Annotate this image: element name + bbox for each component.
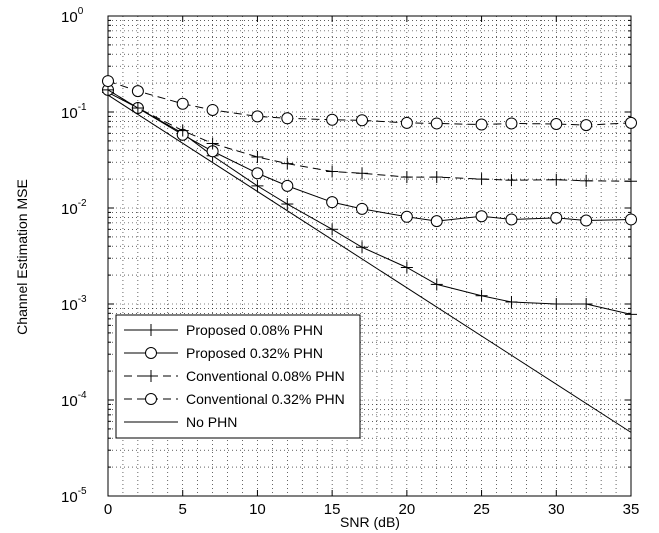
plus-marker xyxy=(625,308,637,320)
plus-marker xyxy=(505,174,517,186)
legend-label: Proposed 0.08% PHN xyxy=(186,322,323,338)
legend-label: No PHN xyxy=(186,414,237,430)
circle-marker xyxy=(207,104,218,115)
legend: Proposed 0.08% PHN Proposed 0.32% PHN Conv… xyxy=(116,315,360,438)
y-tick-label: 10-2 xyxy=(61,198,87,218)
circle-marker xyxy=(357,115,368,126)
plus-marker xyxy=(326,165,338,177)
plus-marker xyxy=(401,171,413,183)
plus-marker xyxy=(476,173,488,185)
x-tick-label: 30 xyxy=(548,501,565,518)
circle-marker xyxy=(146,348,157,359)
plus-marker xyxy=(550,174,562,186)
circle-marker xyxy=(581,120,592,131)
x-tick-label: 35 xyxy=(623,501,640,518)
plus-marker xyxy=(580,175,592,187)
circle-marker xyxy=(132,86,143,97)
x-tick-label: 25 xyxy=(473,501,490,518)
plus-marker xyxy=(580,298,592,310)
series-4 xyxy=(103,76,637,131)
plus-marker xyxy=(251,151,263,163)
plus-marker xyxy=(625,175,637,187)
circle-marker xyxy=(327,114,338,125)
circle-marker xyxy=(476,211,487,222)
legend-label: Proposed 0.32% PHN xyxy=(186,345,323,361)
plus-marker xyxy=(356,167,368,179)
circle-marker xyxy=(282,113,293,124)
circle-marker xyxy=(626,117,637,128)
circle-marker xyxy=(401,117,412,128)
x-tick-label: 10 xyxy=(249,501,266,518)
x-tick-label: 5 xyxy=(179,501,187,518)
circle-marker xyxy=(626,214,637,225)
plus-marker xyxy=(431,171,443,183)
plus-marker xyxy=(401,261,413,273)
x-tick-label: 0 xyxy=(104,501,112,518)
legend-label: Conventional 0.32% PHN xyxy=(186,391,345,407)
circle-marker xyxy=(581,215,592,226)
x-axis-label: SNR (dB) xyxy=(340,514,400,530)
circle-marker xyxy=(146,394,157,405)
circle-marker xyxy=(103,76,114,87)
circle-marker xyxy=(357,203,368,214)
plus-marker xyxy=(356,241,368,253)
circle-marker xyxy=(551,212,562,223)
y-axis-label: Channel Estimation MSE xyxy=(14,179,30,335)
circle-marker xyxy=(506,214,517,225)
axis-ticks: 0 5 10 15 20 25 30 35 10-5 10-4 10-3 10-2 10-1 100 xyxy=(61,6,639,518)
circle-marker xyxy=(327,197,338,208)
circle-marker xyxy=(506,118,517,129)
plus-marker xyxy=(251,180,263,192)
circle-marker xyxy=(252,168,263,179)
x-tick-label: 20 xyxy=(399,501,416,518)
plus-marker xyxy=(326,223,338,235)
circle-marker xyxy=(177,98,188,109)
circle-marker xyxy=(476,119,487,130)
x-tick-label: 15 xyxy=(324,501,341,518)
y-tick-label: 100 xyxy=(61,6,84,26)
circle-marker xyxy=(282,180,293,191)
legend-label: Conventional 0.08% PHN xyxy=(186,368,345,384)
y-tick-label: 10-3 xyxy=(61,294,87,314)
circle-marker xyxy=(252,111,263,122)
circle-marker xyxy=(401,211,412,222)
plus-marker xyxy=(431,278,443,290)
plus-marker xyxy=(281,158,293,170)
plus-marker xyxy=(505,296,517,308)
y-tick-label: 10-1 xyxy=(61,102,87,122)
y-tick-label: 10-5 xyxy=(61,486,87,506)
circle-marker xyxy=(431,118,442,129)
circle-marker xyxy=(431,216,442,227)
y-tick-label: 10-4 xyxy=(61,390,87,410)
circle-marker xyxy=(551,118,562,129)
plus-marker xyxy=(476,290,488,302)
series-line xyxy=(108,90,631,221)
